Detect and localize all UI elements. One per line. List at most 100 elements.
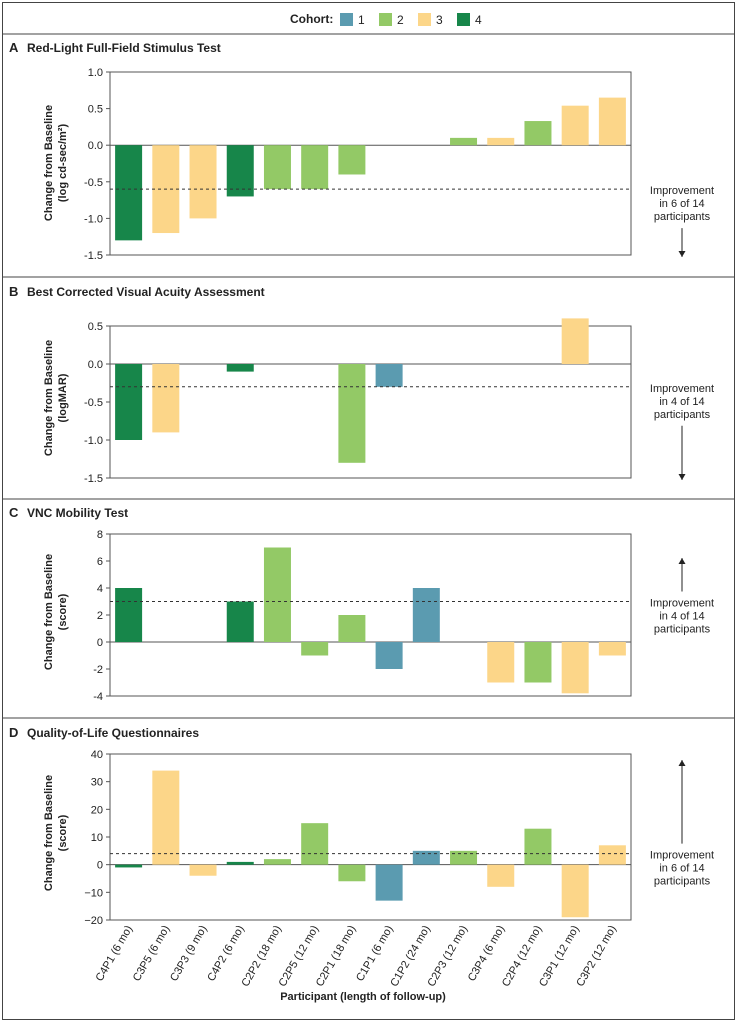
panel-c-title: VNC Mobility Test [27, 506, 128, 520]
panel-d-ytick-label: −10 [84, 887, 103, 899]
panel-b-bar [226, 364, 254, 372]
panel-b-ytick-label: -0.5 [84, 397, 103, 409]
panel-b-plot-frame [109, 325, 632, 479]
panel-a-bar [598, 97, 626, 146]
panel-c-annotation-line: in 4 of 14 [659, 611, 704, 623]
panel-d-bar [263, 859, 291, 865]
panel-c-letter: C [9, 505, 19, 520]
panel-a-arrow-head [678, 251, 686, 257]
panel-d-ytick-label: −20 [84, 915, 103, 927]
panel-c-ytick-label: 2 [97, 610, 103, 622]
panel-a-plot-frame [109, 71, 632, 256]
panel-a-annotation-line: Improvement [650, 185, 714, 197]
x-tick-label: C2P4 (12 mo) [500, 924, 545, 989]
panel-b-bar [561, 318, 589, 364]
panel-d-bar [152, 770, 180, 865]
panel-c-annotation-line: Improvement [650, 598, 714, 610]
panel-a-annotation-line: in 6 of 14 [659, 198, 704, 210]
panel-a-bar [115, 145, 143, 241]
panel-b-arrow-head [678, 474, 686, 480]
panel-c-bar [263, 547, 291, 642]
panel-d-title: Quality-of-Life Questionnaires [27, 726, 199, 740]
panel-c-bar [561, 642, 589, 694]
panel-d-annotation-line: Improvement [650, 850, 714, 862]
panel-c-bar [598, 642, 626, 656]
panel-a-ylabel-line2: (log cd-sec/m²) [57, 124, 69, 203]
panel-d-ytick-label: 20 [91, 804, 103, 816]
panel-d-bar [412, 850, 440, 865]
panel-b-annotation-line: participants [654, 409, 711, 421]
panel-b-bar [375, 364, 403, 387]
panel-a-ylabel-line1: Change from Baseline [43, 105, 55, 221]
panel-d-ylabel-line1: Change from Baseline [43, 775, 55, 891]
panel-a-bar [263, 145, 291, 190]
panel-d-bar [226, 861, 254, 865]
legend-swatch-3 [418, 13, 431, 26]
panel-a-ytick-label: -0.5 [84, 177, 103, 189]
panel-a-ytick-label: 0.0 [88, 140, 103, 152]
panel-c-bar [375, 642, 403, 669]
panel-d-annotation-line: in 6 of 14 [659, 863, 704, 875]
x-tick-label: C2P3 (12 mo) [425, 924, 470, 989]
panel-c-bar [524, 642, 552, 683]
panel-b-bar [152, 364, 180, 433]
panel-c-ytick-label: 6 [97, 556, 103, 568]
panel-d-ytick-label: 10 [91, 832, 103, 844]
panel-c-bar [487, 642, 515, 683]
panel-c-ytick-label: 8 [97, 529, 103, 541]
panel-d-ylabel-line2: (score) [57, 814, 69, 851]
panel-d-plot-frame [109, 753, 632, 921]
legend-swatch-2 [379, 13, 392, 26]
x-tick-label: C4P2 (6 mo) [205, 924, 247, 984]
legend-swatch-4 [457, 13, 470, 26]
panel-b-ytick-label: -1.0 [84, 435, 103, 447]
legend-label-2: 2 [397, 13, 404, 27]
panel-a-annotation-line: participants [654, 211, 711, 223]
x-tick-label: C3P3 (9 mo) [168, 924, 210, 984]
x-tick-label: C3P1 (12 mo) [537, 924, 582, 989]
panel-d-bar [524, 828, 552, 865]
x-tick-label: C2P5 (12 mo) [277, 924, 322, 989]
panel-b-ylabel-line2: (logMAR) [57, 373, 69, 422]
panel-c-bar [301, 642, 329, 656]
panel-c-annotation-line: participants [654, 624, 711, 636]
legend-label-4: 4 [475, 13, 482, 27]
panel-b-bar [338, 364, 366, 463]
x-tick-label: C3P4 (6 mo) [466, 924, 508, 984]
panel-a-bar [189, 145, 217, 219]
x-tick-label: C4P1 (6 mo) [94, 924, 136, 984]
x-tick-label: C2P2 (18 mo) [239, 924, 284, 989]
panel-b-ytick-label: 0.5 [88, 321, 103, 333]
panel-c-ytick-label: 4 [97, 583, 103, 595]
panel-a-ytick-label: -1.5 [84, 250, 103, 262]
panel-a-bar [487, 137, 515, 146]
panel-d-arrow-head [678, 760, 686, 766]
panel-c-bar [226, 601, 254, 642]
panel-a-title: Red-Light Full-Field Stimulus Test [27, 41, 221, 55]
x-tick-label: C2P1 (18 mo) [314, 924, 359, 989]
panel-c-bar [412, 588, 440, 642]
panel-b-ylabel-line1: Change from Baseline [43, 340, 55, 456]
legend: Cohort: 1 2 3 4 [290, 12, 482, 27]
panel-c-ytick-label: -2 [93, 664, 103, 676]
panel-c-plot-frame [109, 533, 632, 697]
panel-b-ytick-label: 0.0 [88, 359, 103, 371]
panel-b-bar [115, 364, 143, 440]
panel-a-bar [338, 145, 366, 175]
panel-b-annotation-line: Improvement [650, 383, 714, 395]
panel-d-bar [338, 864, 366, 882]
panel-d-ytick-label: 0 [97, 860, 103, 872]
panel-d-letter: D [9, 725, 18, 740]
panel-d-ytick-label: 40 [91, 749, 103, 761]
panel-d-bar [115, 864, 143, 868]
panel-a-bar [561, 105, 589, 146]
panel-c-ytick-label: -4 [93, 691, 103, 703]
x-tick-label: C3P5 (6 mo) [131, 924, 173, 984]
panel-d-bar [561, 864, 589, 918]
